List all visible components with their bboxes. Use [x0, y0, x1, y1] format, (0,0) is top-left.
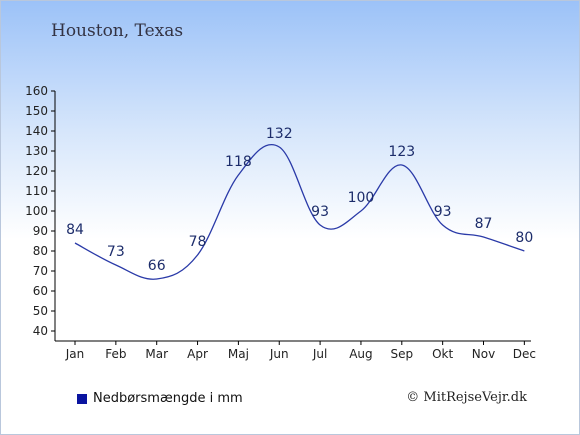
x-tick-label: Dec [513, 347, 536, 361]
y-tick-label: 50 [33, 304, 48, 318]
x-tick-label: Sep [390, 347, 413, 361]
y-tick-label: 40 [33, 324, 48, 338]
data-labels: 84 73 66 78 118 132 93 100 123 93 87 80 [66, 126, 533, 274]
x-tick-label: Jun [269, 347, 289, 361]
x-axis-ticks: Jan Feb Mar Apr Maj Jun Jul Aug Sep Okt Nov Dec [65, 341, 536, 361]
axes [54, 91, 531, 342]
data-label: 87 [475, 216, 493, 232]
y-tick-label: 150 [25, 104, 48, 118]
x-tick-label: Okt [432, 347, 453, 361]
y-tick-label: 160 [25, 84, 48, 98]
y-axis-ticks: 40 50 60 70 80 90 100 110 120 130 140 150 160 [25, 84, 55, 338]
data-label: 66 [148, 258, 166, 274]
data-label: 84 [66, 222, 84, 238]
data-label: 100 [348, 190, 375, 206]
data-label: 123 [388, 144, 415, 160]
legend-label: Nedbørsmængde i mm [93, 391, 243, 406]
x-tick-label: Mar [145, 347, 168, 361]
x-tick-label: Feb [105, 347, 126, 361]
data-label: 93 [434, 204, 452, 220]
x-tick-label: Apr [187, 347, 208, 361]
y-tick-label: 70 [33, 264, 48, 278]
data-label: 80 [515, 230, 533, 246]
y-tick-label: 120 [25, 164, 48, 178]
x-tick-label: Nov [472, 347, 495, 361]
data-label: 118 [225, 154, 252, 170]
y-tick-label: 100 [25, 204, 48, 218]
chart-title: Houston, Texas [51, 21, 184, 41]
data-label: 73 [107, 244, 125, 260]
y-tick-label: 110 [25, 184, 48, 198]
y-tick-label: 90 [33, 224, 48, 238]
data-label: 132 [266, 126, 293, 142]
y-tick-label: 60 [33, 284, 48, 298]
legend: Nedbørsmængde i mm [77, 391, 243, 406]
y-tick-label: 140 [25, 124, 48, 138]
x-tick-label: Jan [65, 347, 85, 361]
data-label: 78 [189, 234, 207, 250]
x-tick-label: Maj [228, 347, 249, 361]
data-label: 93 [311, 204, 329, 220]
x-tick-label: Aug [349, 347, 372, 361]
credit-text: © MitRejseVejr.dk [406, 390, 527, 405]
x-tick-label: Jul [312, 347, 327, 361]
legend-swatch [77, 393, 87, 404]
y-tick-label: 130 [25, 144, 48, 158]
y-tick-label: 80 [33, 244, 48, 258]
series-line [74, 144, 525, 280]
